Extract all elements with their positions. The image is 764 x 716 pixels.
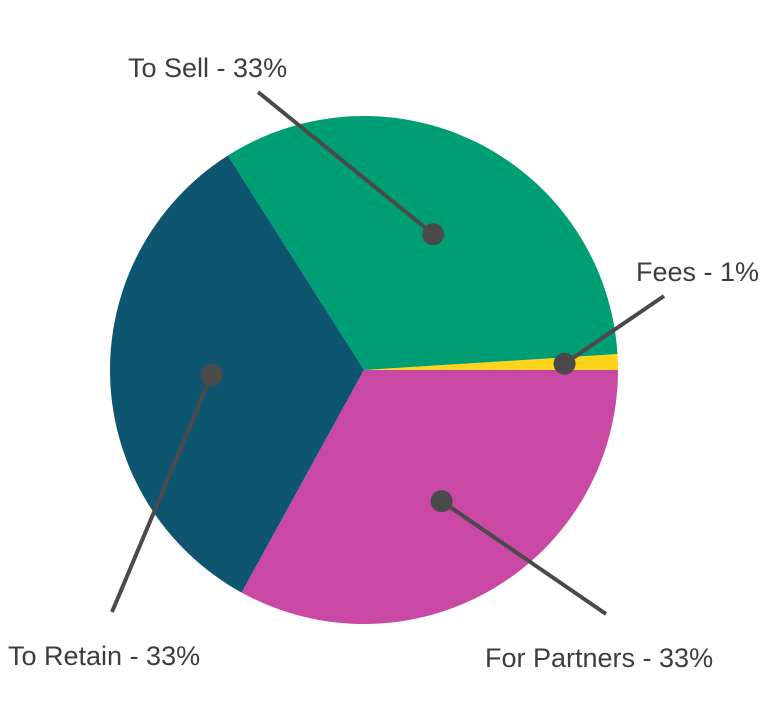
- label-to-sell: To Sell - 33%: [128, 53, 287, 83]
- leader-lines: [110, 90, 666, 616]
- leader-dot-to-retain: [200, 363, 223, 386]
- slice-to-retain: [109, 155, 364, 593]
- leader-dot-to-sell: [422, 223, 445, 246]
- leader-line-for-partners: [440, 499, 608, 616]
- label-fees: Fees - 1%: [636, 257, 759, 287]
- slice-for-partners: [241, 370, 618, 624]
- leader-line-fees: [563, 294, 666, 366]
- leader-dot-for-partners: [430, 490, 453, 513]
- label-for-partners: For Partners - 33%: [485, 643, 713, 673]
- leader-line-to-retain: [110, 374, 214, 613]
- slice-to-sell: [227, 116, 618, 371]
- pie-slices: [109, 116, 618, 624]
- leader-line-to-sell: [256, 90, 435, 236]
- leader-dot-fees: [553, 352, 576, 375]
- label-to-retain: To Retain - 33%: [8, 641, 200, 671]
